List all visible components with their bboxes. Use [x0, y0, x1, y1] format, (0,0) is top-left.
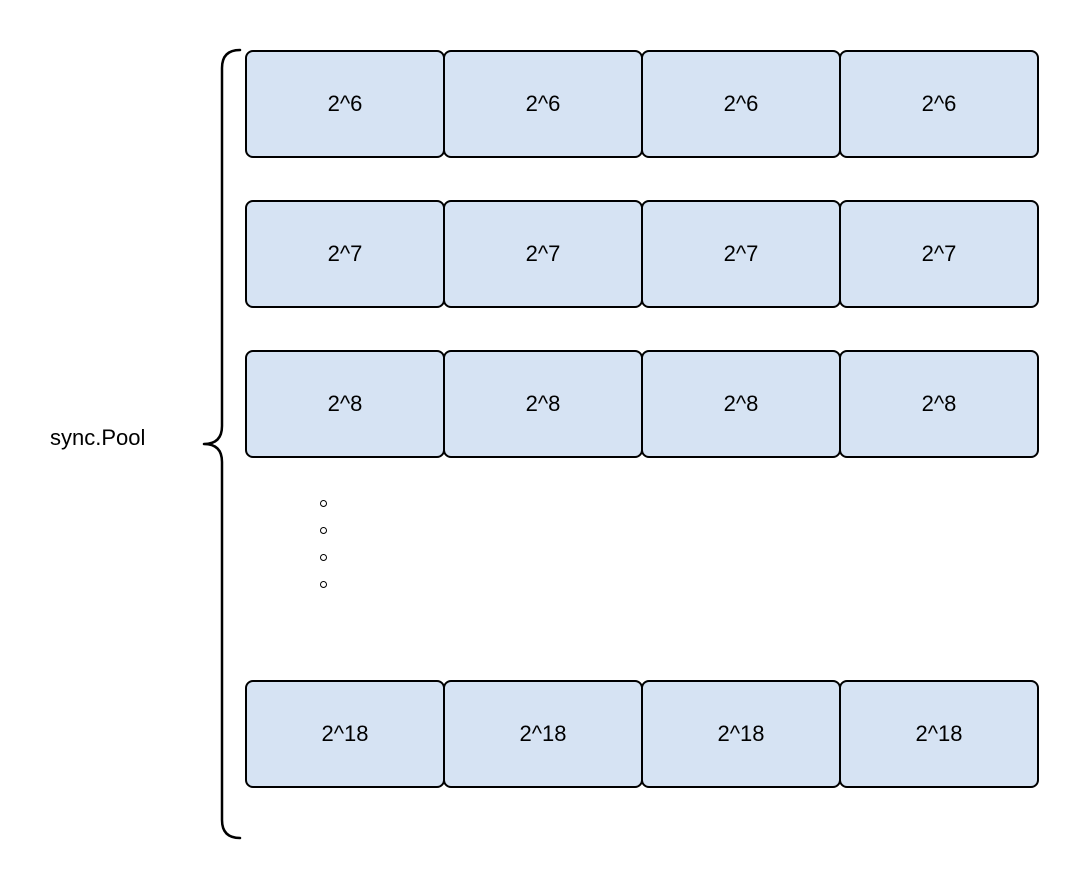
- pool-cell: 2^18: [443, 680, 643, 788]
- pool-cell: 2^7: [245, 200, 445, 308]
- pool-label: sync.Pool: [50, 425, 145, 451]
- pool-cell: 2^7: [443, 200, 643, 308]
- pool-cell: 2^8: [443, 350, 643, 458]
- pool-cell: 2^18: [641, 680, 841, 788]
- ellipsis-dot: [320, 554, 327, 561]
- pool-cell: 2^8: [245, 350, 445, 458]
- ellipsis-dot: [320, 527, 327, 534]
- pool-row: 2^182^182^182^18: [245, 680, 1039, 788]
- pool-cell: 2^6: [839, 50, 1039, 158]
- pool-cell: 2^6: [245, 50, 445, 158]
- pool-row: 2^82^82^82^8: [245, 350, 1039, 458]
- diagram-canvas: sync.Pool 2^62^62^62^62^72^72^72^72^82^8…: [0, 0, 1080, 876]
- pool-row: 2^62^62^62^6: [245, 50, 1039, 158]
- pool-cell: 2^6: [641, 50, 841, 158]
- pool-cell: 2^8: [839, 350, 1039, 458]
- pool-row: 2^72^72^72^7: [245, 200, 1039, 308]
- pool-cell: 2^18: [245, 680, 445, 788]
- curly-brace: [180, 50, 240, 838]
- ellipsis-dots: [320, 500, 327, 588]
- pool-cell: 2^6: [443, 50, 643, 158]
- ellipsis-dot: [320, 500, 327, 507]
- pool-cell: 2^8: [641, 350, 841, 458]
- pool-cell: 2^7: [641, 200, 841, 308]
- pool-cell: 2^7: [839, 200, 1039, 308]
- ellipsis-dot: [320, 581, 327, 588]
- pool-cell: 2^18: [839, 680, 1039, 788]
